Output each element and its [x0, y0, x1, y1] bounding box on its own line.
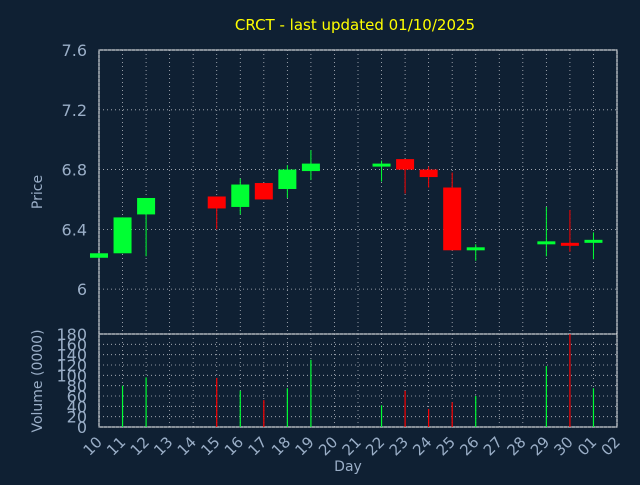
volume-tick-label: 60	[67, 387, 87, 406]
volume-tick-label: 20	[67, 408, 87, 427]
candle-body	[254, 183, 273, 200]
candle-body	[137, 197, 156, 215]
price-tick-label: 7.2	[62, 101, 87, 120]
volume-tick-label: 100	[56, 366, 87, 385]
volume-tick-label: 160	[56, 335, 87, 354]
candle-body	[466, 247, 485, 251]
x-axis-label: Day	[334, 459, 362, 475]
candle-body	[396, 159, 415, 170]
candle-body	[537, 241, 556, 245]
candle-body	[560, 242, 579, 246]
volume-tick-label: 40	[67, 397, 87, 416]
price-panel: 6 6.4 6.8 7.2 7.6	[62, 41, 618, 335]
chart-title: CRCT - last updated 01/10/2025	[235, 16, 475, 34]
price-axis-label: Price	[30, 175, 46, 209]
candle-body	[90, 253, 108, 258]
volume-tick-label: 180	[56, 325, 87, 344]
candle-body	[419, 169, 438, 178]
volume-tick-label: 120	[56, 356, 87, 375]
volume-tick-label: 140	[56, 346, 87, 365]
candle-body	[584, 239, 603, 243]
price-tick-label: 6.4	[62, 220, 87, 239]
price-tick-label: 6.8	[62, 161, 87, 180]
candle-body	[443, 187, 462, 251]
volume-tick-label: 0	[77, 418, 87, 437]
candle-body	[113, 217, 132, 254]
volume-tick-label: 80	[67, 377, 87, 396]
price-tick-label: 6	[77, 280, 87, 299]
candle-body	[231, 184, 250, 207]
candle-body	[301, 163, 320, 172]
candle-body	[207, 196, 226, 209]
price-tick-label: 7.6	[62, 41, 87, 60]
candle-body	[278, 169, 297, 190]
volume-axis-label: Volume (0000)	[30, 329, 46, 432]
candle-body	[372, 163, 391, 167]
